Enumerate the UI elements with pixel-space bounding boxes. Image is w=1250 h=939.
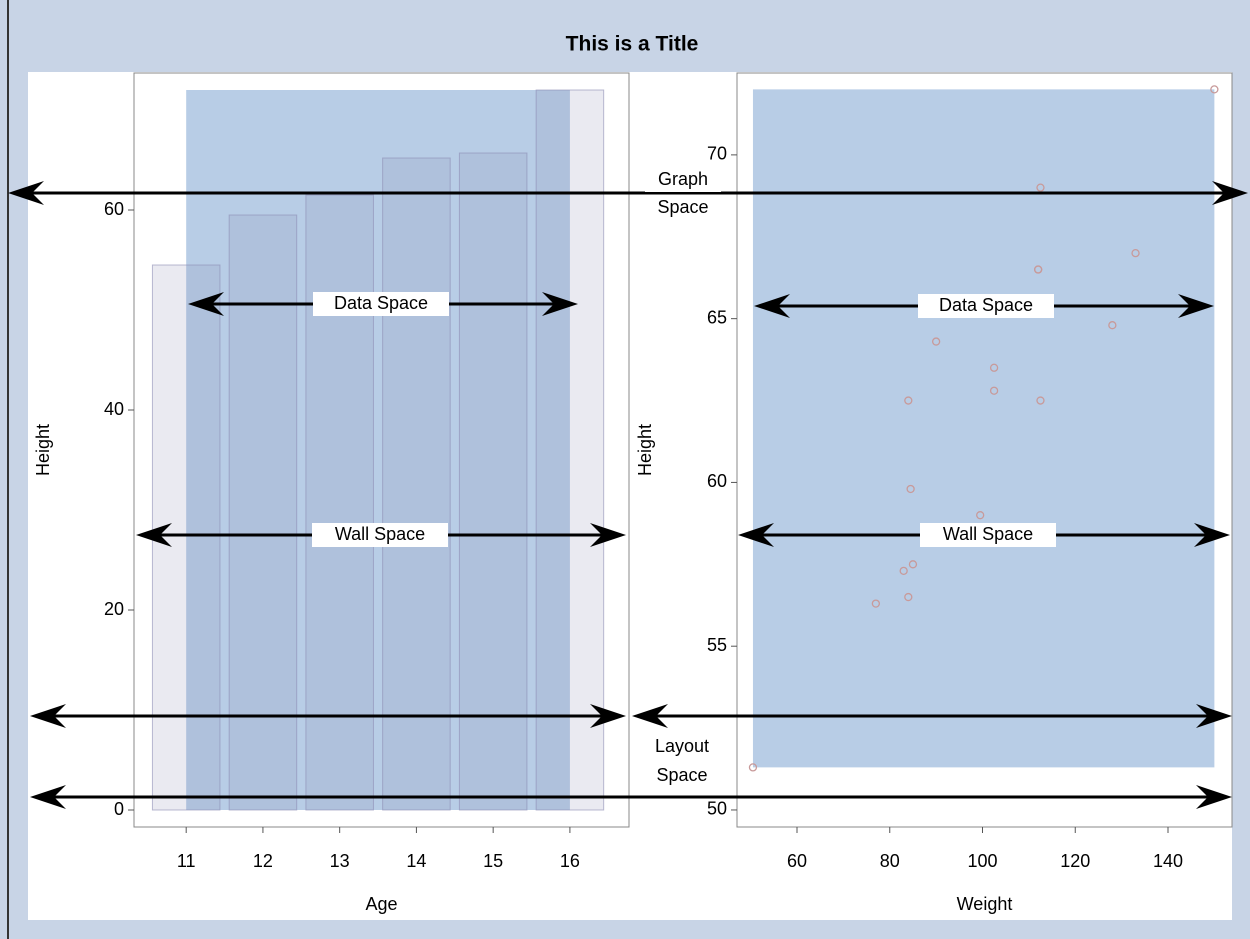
point bbox=[989, 363, 999, 372]
annotation-label: Graph bbox=[658, 169, 708, 189]
y-tick-label: 60 bbox=[104, 199, 124, 219]
arrow-head bbox=[1212, 181, 1248, 205]
annotation-label: Layout bbox=[655, 736, 709, 756]
x-tick-label: 100 bbox=[967, 851, 997, 871]
bar bbox=[458, 152, 528, 811]
x-tick-label: 11 bbox=[177, 851, 196, 871]
x-tick-label: 15 bbox=[483, 851, 503, 871]
y-tick-label: 0 bbox=[114, 799, 124, 819]
x-axis-label: Age bbox=[365, 894, 397, 914]
y-tick-label: 50 bbox=[707, 799, 727, 819]
label-background bbox=[920, 523, 1056, 547]
label-background bbox=[918, 294, 1054, 318]
label-background bbox=[645, 196, 721, 220]
y-axis-label: Height bbox=[33, 424, 53, 476]
label-background bbox=[313, 292, 449, 316]
x-tick-label: 12 bbox=[253, 851, 273, 871]
point bbox=[1036, 396, 1045, 405]
point bbox=[748, 763, 758, 772]
label-background bbox=[644, 735, 720, 759]
y-tick-label: 20 bbox=[104, 599, 124, 619]
y-tick-label: 40 bbox=[104, 399, 124, 419]
y-tick-label: 60 bbox=[707, 471, 727, 491]
point bbox=[1036, 183, 1045, 192]
arrow-head bbox=[1178, 294, 1214, 318]
arrow-head bbox=[590, 523, 626, 547]
arrow-head bbox=[1194, 523, 1230, 547]
arrow-head bbox=[136, 523, 172, 547]
annotation-label: Data Space bbox=[939, 295, 1033, 315]
arrow-head bbox=[8, 181, 44, 205]
x-tick-label: 120 bbox=[1060, 851, 1090, 871]
arrow-head bbox=[188, 292, 224, 316]
point bbox=[908, 560, 918, 569]
data-space bbox=[752, 89, 1215, 768]
chart-title: This is a Title bbox=[566, 33, 699, 56]
arrow-head bbox=[1196, 704, 1232, 728]
arrow-head bbox=[590, 704, 626, 728]
x-tick-label: 14 bbox=[406, 851, 426, 871]
annotation-label: Data Space bbox=[334, 293, 428, 313]
point bbox=[1131, 248, 1140, 258]
x-tick-label: 80 bbox=[880, 851, 900, 871]
point bbox=[989, 386, 999, 395]
label-background bbox=[312, 523, 448, 547]
annotation-label: Space bbox=[656, 765, 707, 785]
arrow-head bbox=[542, 292, 578, 316]
point bbox=[976, 511, 985, 520]
annotation-label: Space bbox=[657, 197, 708, 217]
label-background bbox=[645, 168, 721, 192]
point bbox=[899, 566, 908, 576]
point bbox=[1108, 321, 1117, 330]
annotation-label: Wall Space bbox=[943, 524, 1033, 544]
bar bbox=[535, 89, 605, 811]
y-tick-label: 70 bbox=[707, 144, 727, 164]
y-tick-label: 55 bbox=[707, 635, 727, 655]
x-axis-label: Weight bbox=[957, 894, 1013, 914]
x-tick-label: 140 bbox=[1153, 851, 1183, 871]
x-tick-label: 13 bbox=[330, 851, 350, 871]
x-tick-label: 16 bbox=[560, 851, 580, 871]
point bbox=[904, 592, 913, 602]
point bbox=[931, 337, 941, 346]
arrow-head bbox=[30, 704, 66, 728]
point bbox=[1034, 265, 1043, 274]
data-space bbox=[186, 90, 570, 810]
point bbox=[1210, 85, 1219, 94]
arrow-head bbox=[754, 294, 790, 318]
annotation-label: Wall Space bbox=[335, 524, 425, 544]
bar bbox=[228, 214, 298, 811]
bar bbox=[151, 264, 221, 811]
point bbox=[904, 396, 913, 405]
bar bbox=[305, 194, 374, 811]
bar bbox=[382, 157, 451, 811]
arrow-head bbox=[738, 523, 774, 547]
point bbox=[906, 484, 915, 494]
arrow-head bbox=[632, 704, 668, 728]
arrow-head bbox=[30, 785, 66, 809]
point bbox=[871, 599, 880, 608]
y-axis-label: Height bbox=[635, 424, 655, 476]
arrow-head bbox=[1196, 785, 1232, 809]
y-tick-label: 65 bbox=[707, 307, 727, 327]
label-background bbox=[644, 764, 720, 788]
x-tick-label: 60 bbox=[787, 851, 807, 871]
